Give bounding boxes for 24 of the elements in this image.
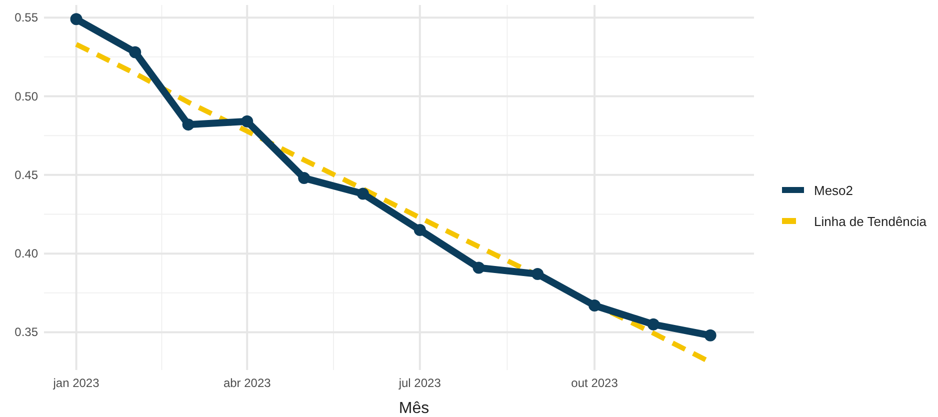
point xyxy=(588,299,601,312)
point xyxy=(70,13,82,26)
point xyxy=(472,262,485,274)
x-tick-label: jul 2023 xyxy=(398,376,442,390)
x-tick-label: out 2023 xyxy=(571,376,618,390)
y-tick-label: 0.40 xyxy=(14,246,38,261)
legend-label: Meso2 xyxy=(814,183,854,198)
y-tick-label: 0.35 xyxy=(14,325,38,340)
x-tick-label: abr 2023 xyxy=(223,376,272,390)
point xyxy=(298,172,310,184)
x-tick-label: jan 2023 xyxy=(52,376,100,390)
point xyxy=(129,46,142,58)
point xyxy=(241,115,254,128)
point xyxy=(704,329,716,342)
y-tick-label: 0.55 xyxy=(14,10,38,25)
point xyxy=(532,268,544,280)
x-axis-title: Mês xyxy=(398,400,430,417)
point xyxy=(356,188,369,200)
point xyxy=(647,318,660,330)
point xyxy=(182,118,194,131)
y-tick-label: 0.45 xyxy=(14,168,38,182)
y-tick-label: 0.50 xyxy=(14,89,38,104)
legend-label: Linha de Tendência xyxy=(814,214,928,229)
point xyxy=(414,224,426,236)
